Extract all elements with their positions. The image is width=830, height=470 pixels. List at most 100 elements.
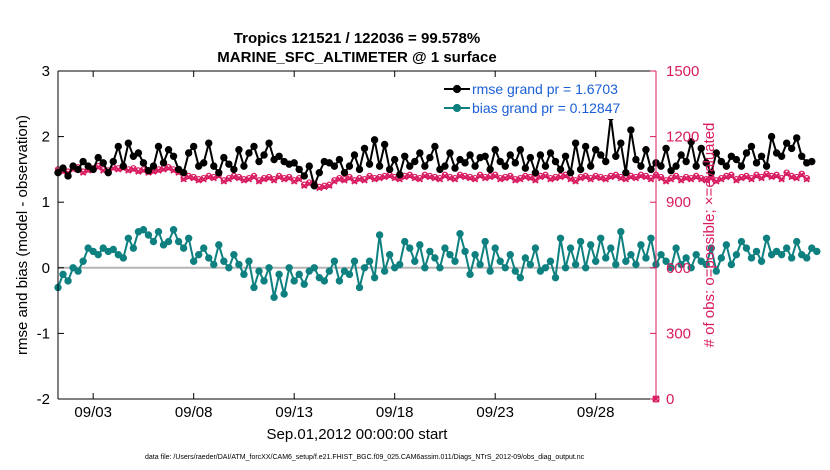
rmse-point	[74, 165, 82, 174]
rmse-point	[421, 162, 429, 170]
bias-point	[240, 270, 248, 279]
rmse-point	[692, 162, 700, 170]
rmse-point	[396, 170, 404, 179]
obs-evaluated-point	[436, 176, 444, 183]
rmse-point	[602, 157, 610, 166]
bias-point	[737, 237, 746, 246]
obs-evaluated-point	[708, 174, 715, 182]
bias-point	[486, 267, 494, 275]
obs-possible-point	[341, 176, 348, 183]
obs-evaluated-point	[190, 174, 197, 182]
obs-evaluated-point	[507, 173, 514, 181]
obs-evaluated-point	[572, 178, 579, 185]
rmse-point	[772, 149, 781, 157]
bias-point	[124, 234, 133, 242]
y-left-tick-label: 2	[42, 129, 50, 146]
rmse-point	[672, 162, 680, 170]
obs-evaluated-point	[587, 176, 594, 183]
rmse-point	[717, 157, 726, 166]
rmse-point	[597, 151, 605, 159]
bias-point	[622, 257, 630, 265]
rmse-point	[416, 149, 424, 157]
rmse-point	[149, 162, 158, 170]
obs-possible-point	[587, 174, 594, 182]
obs-evaluated-point	[703, 177, 710, 184]
rmse-point	[164, 146, 173, 154]
rmse-point	[752, 159, 761, 167]
obs-possible-point	[250, 172, 258, 180]
rmse-point	[576, 165, 585, 174]
rmse-point	[793, 134, 801, 142]
y-left-tick-label: 3	[42, 63, 50, 80]
obs-evaluated-point	[386, 172, 393, 180]
rmse-point	[787, 144, 796, 153]
obs-evaluated-point	[753, 172, 760, 180]
bias-point	[129, 244, 138, 252]
bias-point	[571, 260, 580, 269]
bias-point	[747, 254, 756, 262]
obs-evaluated-point	[637, 172, 645, 180]
rmse-point	[697, 144, 705, 153]
bias-point	[119, 254, 128, 262]
bias-point	[793, 237, 801, 246]
obs-possible-point	[210, 173, 217, 181]
obs-possible-point	[783, 169, 790, 176]
rmse-point	[632, 155, 640, 164]
obs-evaluated-point	[185, 173, 192, 181]
obs-evaluated-point	[517, 176, 524, 183]
obs-possible-point	[687, 174, 695, 182]
obs-evaluated-point	[627, 173, 635, 181]
bias-point	[441, 244, 449, 252]
obs-evaluated-point	[542, 172, 549, 180]
obs-evaluated-point	[738, 174, 745, 182]
rmse-point	[355, 165, 364, 174]
bias-point	[295, 270, 303, 279]
bias-point	[365, 257, 374, 265]
obs-evaluated-point	[486, 173, 494, 181]
bias-point	[451, 257, 459, 265]
bias-point	[742, 244, 751, 252]
obs-evaluated-point	[687, 176, 695, 183]
obs-possible-point	[803, 174, 810, 182]
obs-evaluated-point	[496, 176, 504, 183]
bias-point	[772, 247, 781, 256]
obs-evaluated-point	[255, 178, 263, 185]
obs-evaluated-point	[657, 174, 665, 182]
obs-evaluated-point	[441, 172, 449, 180]
bias-point	[230, 250, 238, 259]
y-right-tick-label: 1200	[666, 129, 699, 146]
rmse-point	[566, 168, 575, 177]
rmse-point	[205, 139, 213, 147]
bias-point	[787, 254, 796, 262]
rmse-point	[79, 157, 87, 166]
rmse-point	[536, 151, 545, 159]
bias-point	[516, 273, 525, 282]
rmse-point	[456, 155, 464, 164]
bias-point	[260, 277, 268, 285]
obs-evaluated-point	[456, 172, 464, 180]
rmse-point	[255, 157, 263, 166]
obs-evaluated-point	[617, 174, 625, 182]
rmse-point	[742, 149, 751, 157]
rmse-point	[687, 138, 695, 146]
obs-evaluated-point	[376, 174, 383, 182]
rmse-point	[466, 151, 474, 159]
obs-possible-point	[693, 172, 700, 180]
bias-point	[184, 234, 193, 242]
rmse-point	[586, 162, 595, 170]
rmse-point	[350, 151, 359, 159]
obs-evaluated-point	[718, 176, 725, 183]
obs-possible-point	[255, 177, 263, 184]
rmse-point	[290, 159, 298, 167]
rmse-point	[69, 162, 77, 170]
rmse-point	[94, 153, 102, 162]
rmse-point	[712, 149, 721, 157]
y-right-tick-label: 600	[666, 260, 691, 277]
rmse-point	[486, 165, 494, 174]
bias-point	[149, 237, 158, 246]
obs-possible-point	[275, 172, 283, 180]
obs-evaluated-point	[622, 176, 630, 183]
bias-point	[421, 264, 429, 272]
rmse-point	[581, 142, 590, 151]
obs-evaluated-point	[230, 173, 238, 181]
